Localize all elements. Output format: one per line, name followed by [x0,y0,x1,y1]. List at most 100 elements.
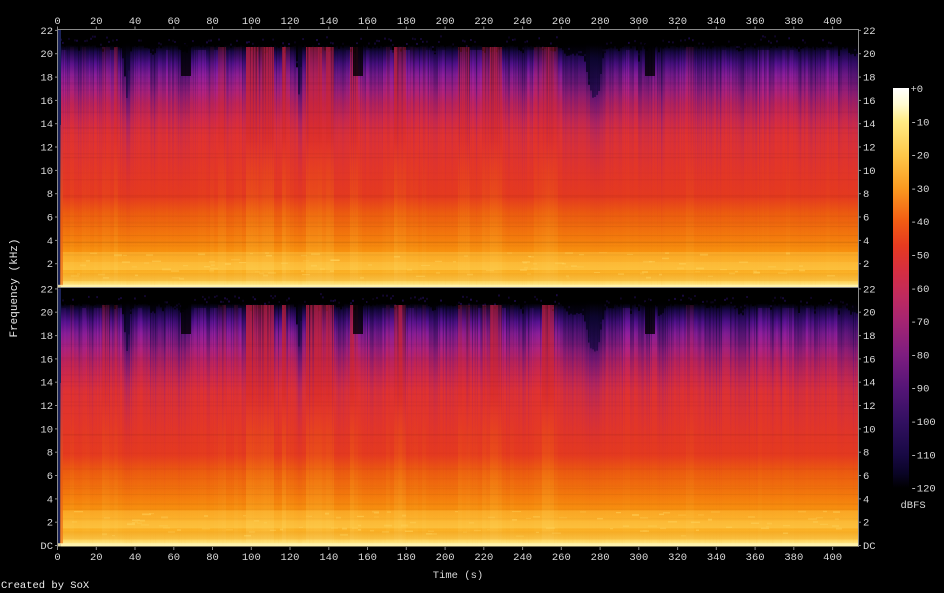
svg-text:160: 160 [358,552,377,564]
svg-text:340: 340 [707,16,726,28]
svg-text:220: 220 [474,16,493,28]
svg-text:16: 16 [863,354,876,366]
svg-text:-50: -50 [911,251,930,263]
svg-text:2: 2 [47,518,53,530]
svg-text:360: 360 [746,16,765,28]
svg-text:DC: DC [40,541,53,553]
svg-text:6: 6 [863,213,869,225]
svg-text:18: 18 [863,73,876,85]
svg-text:320: 320 [668,552,687,564]
svg-text:10: 10 [863,166,876,178]
svg-text:8: 8 [863,448,869,460]
svg-text:240: 240 [513,552,532,564]
svg-text:18: 18 [40,73,53,85]
svg-text:dBFS: dBFS [901,500,926,512]
svg-text:400: 400 [823,16,842,28]
svg-text:240: 240 [513,16,532,28]
svg-text:2: 2 [47,259,53,271]
svg-text:12: 12 [863,143,876,155]
svg-text:-120: -120 [911,484,936,496]
svg-text:Time (s): Time (s) [433,570,483,582]
svg-text:300: 300 [629,552,648,564]
svg-text:12: 12 [863,401,876,413]
svg-text:14: 14 [863,378,876,390]
svg-text:220: 220 [474,552,493,564]
svg-text:60: 60 [167,552,180,564]
svg-text:16: 16 [40,354,53,366]
svg-text:Created by SoX: Created by SoX [1,580,90,592]
svg-text:20: 20 [40,49,53,61]
svg-text:18: 18 [863,331,876,343]
svg-text:6: 6 [47,213,53,225]
svg-text:80: 80 [206,16,219,28]
svg-text:300: 300 [629,16,648,28]
svg-text:8: 8 [47,189,53,201]
svg-text:14: 14 [40,378,53,390]
svg-text:100: 100 [242,552,261,564]
svg-text:180: 180 [397,552,416,564]
svg-text:40: 40 [129,16,142,28]
svg-text:10: 10 [40,424,53,436]
svg-text:10: 10 [863,424,876,436]
svg-text:22: 22 [40,284,53,296]
svg-text:-30: -30 [911,184,930,196]
svg-text:12: 12 [40,143,53,155]
svg-text:140: 140 [319,16,338,28]
svg-text:14: 14 [40,119,53,131]
svg-text:380: 380 [784,552,803,564]
svg-text:-10: -10 [911,117,930,129]
svg-text:-70: -70 [911,317,930,329]
svg-text:320: 320 [668,16,687,28]
svg-text:4: 4 [47,494,53,506]
svg-text:120: 120 [281,552,300,564]
svg-text:100: 100 [242,16,261,28]
svg-text:20: 20 [40,308,53,320]
svg-text:280: 280 [591,552,610,564]
svg-text:4: 4 [47,236,53,248]
svg-text:360: 360 [746,552,765,564]
svg-text:22: 22 [863,26,876,38]
svg-text:180: 180 [397,16,416,28]
svg-text:-20: -20 [911,151,930,163]
svg-text:0: 0 [54,552,60,564]
svg-text:280: 280 [591,16,610,28]
svg-text:200: 200 [436,16,455,28]
svg-text:60: 60 [167,16,180,28]
svg-text:8: 8 [47,448,53,460]
svg-text:160: 160 [358,16,377,28]
svg-text:340: 340 [707,552,726,564]
svg-text:22: 22 [40,26,53,38]
svg-text:4: 4 [863,236,869,248]
svg-text:400: 400 [823,552,842,564]
svg-text:Frequency (kHz): Frequency (kHz) [9,238,21,337]
svg-text:20: 20 [863,308,876,320]
svg-text:12: 12 [40,401,53,413]
svg-text:140: 140 [319,552,338,564]
svg-text:260: 260 [552,16,571,28]
svg-text:22: 22 [863,284,876,296]
svg-text:16: 16 [863,96,876,108]
svg-text:-100: -100 [911,417,936,429]
svg-text:18: 18 [40,331,53,343]
svg-text:6: 6 [47,471,53,483]
svg-text:+0: +0 [911,84,924,96]
svg-text:-110: -110 [911,450,936,462]
svg-text:2: 2 [863,518,869,530]
svg-text:DC: DC [863,541,876,553]
svg-text:380: 380 [784,16,803,28]
svg-text:6: 6 [863,471,869,483]
svg-text:0: 0 [54,16,60,28]
svg-text:2: 2 [863,259,869,271]
svg-text:20: 20 [90,16,103,28]
svg-text:120: 120 [281,16,300,28]
svg-text:-60: -60 [911,284,930,296]
svg-text:40: 40 [129,552,142,564]
svg-text:-40: -40 [911,217,930,229]
svg-text:8: 8 [863,189,869,201]
svg-text:14: 14 [863,119,876,131]
svg-text:260: 260 [552,552,571,564]
svg-text:10: 10 [40,166,53,178]
svg-text:20: 20 [90,552,103,564]
svg-text:-90: -90 [911,384,930,396]
svg-text:200: 200 [436,552,455,564]
